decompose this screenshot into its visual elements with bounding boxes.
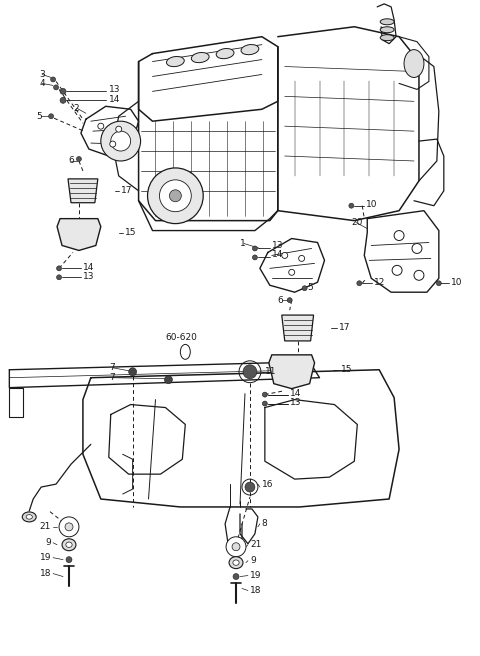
Circle shape [282,253,288,258]
Polygon shape [269,355,314,388]
Circle shape [299,255,305,261]
Circle shape [288,270,295,276]
Circle shape [57,266,61,271]
Circle shape [252,255,257,260]
Circle shape [159,180,192,212]
Polygon shape [57,218,101,251]
Text: 9: 9 [250,556,256,565]
Circle shape [101,121,141,161]
Circle shape [111,131,131,151]
Text: 19: 19 [39,553,51,562]
Circle shape [169,190,181,202]
Ellipse shape [233,560,239,565]
Text: 9: 9 [45,539,51,547]
Text: 11: 11 [265,367,276,377]
Circle shape [76,157,82,161]
Text: 16: 16 [262,480,274,489]
Circle shape [59,517,79,537]
Circle shape [412,243,422,253]
Text: 8: 8 [262,520,268,528]
Ellipse shape [26,515,32,519]
Circle shape [287,298,292,302]
Circle shape [243,365,257,379]
Circle shape [226,537,246,557]
Text: 20: 20 [351,218,363,227]
Circle shape [60,97,66,103]
Ellipse shape [22,512,36,522]
Text: 17: 17 [339,323,351,333]
Text: 13: 13 [272,241,283,250]
Text: 5: 5 [308,283,313,292]
Text: 6: 6 [278,296,284,304]
Text: 10: 10 [451,277,462,287]
Polygon shape [282,315,313,341]
Circle shape [165,376,172,384]
Ellipse shape [192,52,209,63]
Text: 15: 15 [125,228,136,237]
Text: 13: 13 [290,398,301,407]
Circle shape [129,368,137,376]
Text: 60-620: 60-620 [166,333,197,342]
Circle shape [116,126,122,132]
Circle shape [252,246,257,251]
Polygon shape [68,179,98,203]
Circle shape [110,141,116,147]
Text: 19: 19 [250,571,262,580]
Text: 13: 13 [109,85,120,94]
Text: 4: 4 [39,79,45,88]
Text: 3: 3 [39,70,45,79]
Circle shape [392,266,402,276]
Text: 21: 21 [40,522,51,531]
Text: 5: 5 [36,112,42,121]
Text: 21: 21 [250,541,261,549]
Text: 14: 14 [290,389,301,398]
Ellipse shape [380,27,394,33]
Circle shape [54,85,59,90]
Circle shape [302,286,307,291]
Text: 14: 14 [83,263,94,272]
Text: 1: 1 [240,239,246,248]
Circle shape [414,270,424,280]
Ellipse shape [380,35,394,41]
Circle shape [48,113,54,119]
Circle shape [65,523,73,531]
Text: 12: 12 [374,277,385,287]
Ellipse shape [229,557,243,569]
Text: 7: 7 [109,373,115,382]
Circle shape [357,281,362,286]
Text: 13: 13 [83,272,95,281]
Ellipse shape [241,45,259,54]
Text: 18: 18 [250,586,262,595]
Circle shape [50,77,56,82]
Circle shape [60,89,66,94]
Ellipse shape [62,539,76,550]
Ellipse shape [180,344,190,359]
Text: 15: 15 [341,365,353,375]
Text: 6: 6 [68,157,74,165]
Circle shape [147,168,203,224]
Circle shape [349,203,354,208]
Ellipse shape [404,50,424,77]
Text: 10: 10 [366,200,378,209]
Text: 7: 7 [109,363,115,372]
Circle shape [245,482,255,492]
Circle shape [66,557,72,563]
Ellipse shape [66,542,72,547]
Circle shape [57,275,61,279]
Circle shape [436,281,441,286]
Text: 18: 18 [39,569,51,578]
Ellipse shape [380,19,394,25]
Ellipse shape [167,56,184,67]
Circle shape [394,230,404,241]
Text: 2: 2 [73,104,79,113]
Text: 14: 14 [109,95,120,104]
Circle shape [263,392,267,397]
Circle shape [233,573,239,579]
Ellipse shape [216,49,234,58]
Text: 17: 17 [120,186,132,195]
Circle shape [98,123,104,129]
Text: 14: 14 [272,250,283,259]
Circle shape [263,401,267,406]
Circle shape [232,543,240,550]
